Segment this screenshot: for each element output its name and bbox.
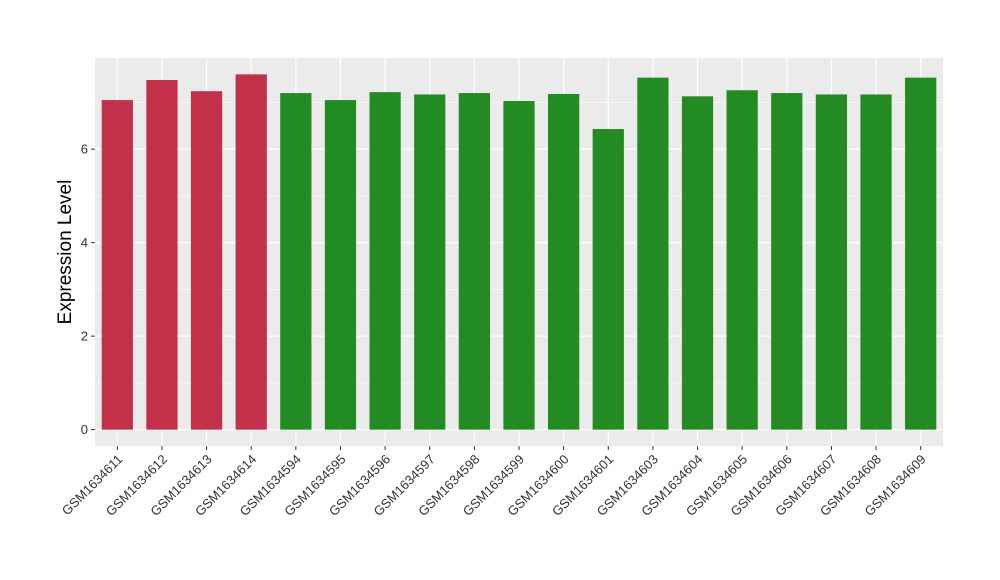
bars xyxy=(101,74,937,430)
bar-GSM1634601 xyxy=(592,129,624,430)
bar-GSM1634608 xyxy=(860,94,892,430)
y-axis: 0 2 4 6 xyxy=(81,142,95,437)
bar-GSM1634614 xyxy=(235,74,267,430)
bar-GSM1634600 xyxy=(548,93,580,430)
bar-GSM1634599 xyxy=(503,101,535,430)
bar-GSM1634598 xyxy=(458,93,490,430)
bar-GSM1634596 xyxy=(369,92,401,430)
x-axis: GSM1634611GSM1634612GSM1634613GSM1634614… xyxy=(59,446,929,519)
bar-GSM1634604 xyxy=(681,96,714,430)
bar-GSM1634607 xyxy=(815,94,848,430)
y-tick-label: 0 xyxy=(81,422,88,437)
y-tick-label: 4 xyxy=(81,235,88,250)
y-axis-title: Expression Level xyxy=(55,180,76,325)
bar-GSM1634595 xyxy=(324,100,357,430)
y-tick-label: 6 xyxy=(81,142,88,157)
bar-GSM1634603 xyxy=(637,77,669,430)
bar-GSM1634597 xyxy=(414,94,446,430)
y-tick-label: 2 xyxy=(81,329,88,344)
bar-GSM1634609 xyxy=(905,77,937,430)
bar-GSM1634613 xyxy=(190,91,223,430)
bar-GSM1634594 xyxy=(280,93,312,430)
bar-GSM1634606 xyxy=(771,93,803,430)
bar-GSM1634612 xyxy=(146,79,178,430)
bar-GSM1634611 xyxy=(101,100,133,430)
bar-GSM1634605 xyxy=(726,90,758,430)
